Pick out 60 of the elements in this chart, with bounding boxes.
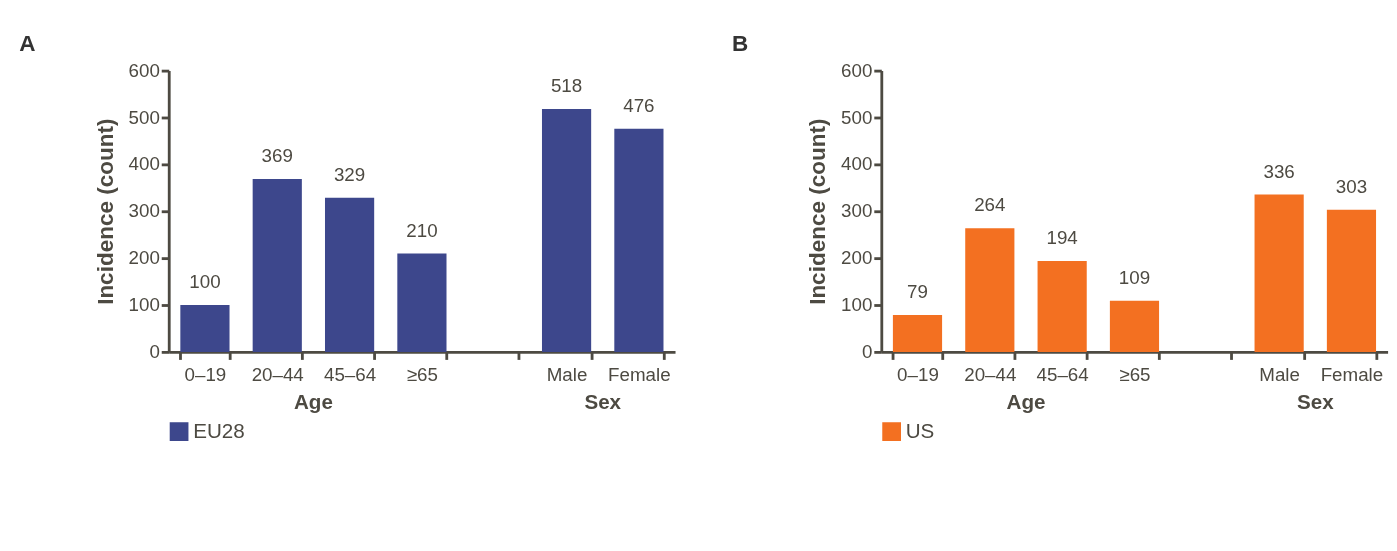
data-label: 336 xyxy=(1263,160,1295,182)
bar xyxy=(965,228,1015,352)
bar xyxy=(1254,194,1304,352)
y-tick-label: 600 xyxy=(128,59,160,81)
y-tick-label: 200 xyxy=(841,247,873,269)
x-tick-label: 0–19 xyxy=(184,363,227,385)
bar xyxy=(180,305,230,352)
y-axis-title: Incidence (count) xyxy=(805,118,831,305)
text: Sex xyxy=(584,390,622,414)
x-tick-label: Male xyxy=(546,363,588,385)
data-label: 109 xyxy=(1118,266,1151,288)
x-tick-label: 0–19 xyxy=(897,363,939,385)
bar xyxy=(614,128,664,352)
text: Age xyxy=(1006,390,1046,414)
x-tick-label: ≥65 xyxy=(1119,363,1151,385)
y-tick-label: 300 xyxy=(841,200,873,222)
bar xyxy=(324,197,375,352)
chart-title: B xyxy=(731,30,749,56)
x-tick-label: Female xyxy=(608,363,671,385)
chart-title: A xyxy=(19,30,36,56)
y-tick-label: 300 xyxy=(128,200,160,222)
text: Age xyxy=(293,390,333,414)
data-label: 303 xyxy=(1335,176,1368,197)
y-tick-label: 100 xyxy=(841,294,873,316)
x-tick-label: 20–44 xyxy=(251,363,304,385)
bar xyxy=(541,109,592,352)
data-label: 264 xyxy=(974,194,1006,216)
data-label: 369 xyxy=(261,145,293,167)
y-tick-label: 400 xyxy=(128,153,160,175)
y-tick-label: 500 xyxy=(128,106,160,128)
legend-label: EU28 xyxy=(193,419,245,443)
data-label: 100 xyxy=(189,271,221,293)
y-tick-label: 0 xyxy=(149,341,160,363)
y-tick-label: 200 xyxy=(128,247,160,269)
bar xyxy=(1037,260,1087,352)
y-tick-label: 0 xyxy=(861,341,873,363)
x-tick-label: Female xyxy=(1320,363,1384,385)
y-tick-label: 400 xyxy=(841,153,873,175)
y-axis-title: Incidence (count) xyxy=(92,118,118,305)
data-label: 518 xyxy=(550,75,583,97)
data-label: 329 xyxy=(333,163,366,185)
x-tick-label: 45–64 xyxy=(323,363,377,385)
y-tick-label: 500 xyxy=(841,106,873,128)
x-tick-label: 20–44 xyxy=(964,363,1017,385)
bar xyxy=(892,314,943,352)
data-label: 210 xyxy=(406,219,438,241)
bar xyxy=(397,253,447,352)
y-tick-label: 100 xyxy=(128,294,160,316)
bar xyxy=(1326,209,1377,352)
bar xyxy=(252,178,302,352)
text: Sex xyxy=(1296,390,1335,414)
data-label: 194 xyxy=(1046,227,1078,249)
x-tick-label: ≥65 xyxy=(406,363,438,385)
x-tick-label: Male xyxy=(1259,363,1300,385)
data-label: 476 xyxy=(623,94,655,116)
x-tick-label: 45–64 xyxy=(1036,363,1089,385)
bar xyxy=(1109,300,1160,352)
y-tick-label: 600 xyxy=(841,59,873,81)
data-label: 79 xyxy=(907,281,928,303)
legend-label: US xyxy=(905,419,935,443)
